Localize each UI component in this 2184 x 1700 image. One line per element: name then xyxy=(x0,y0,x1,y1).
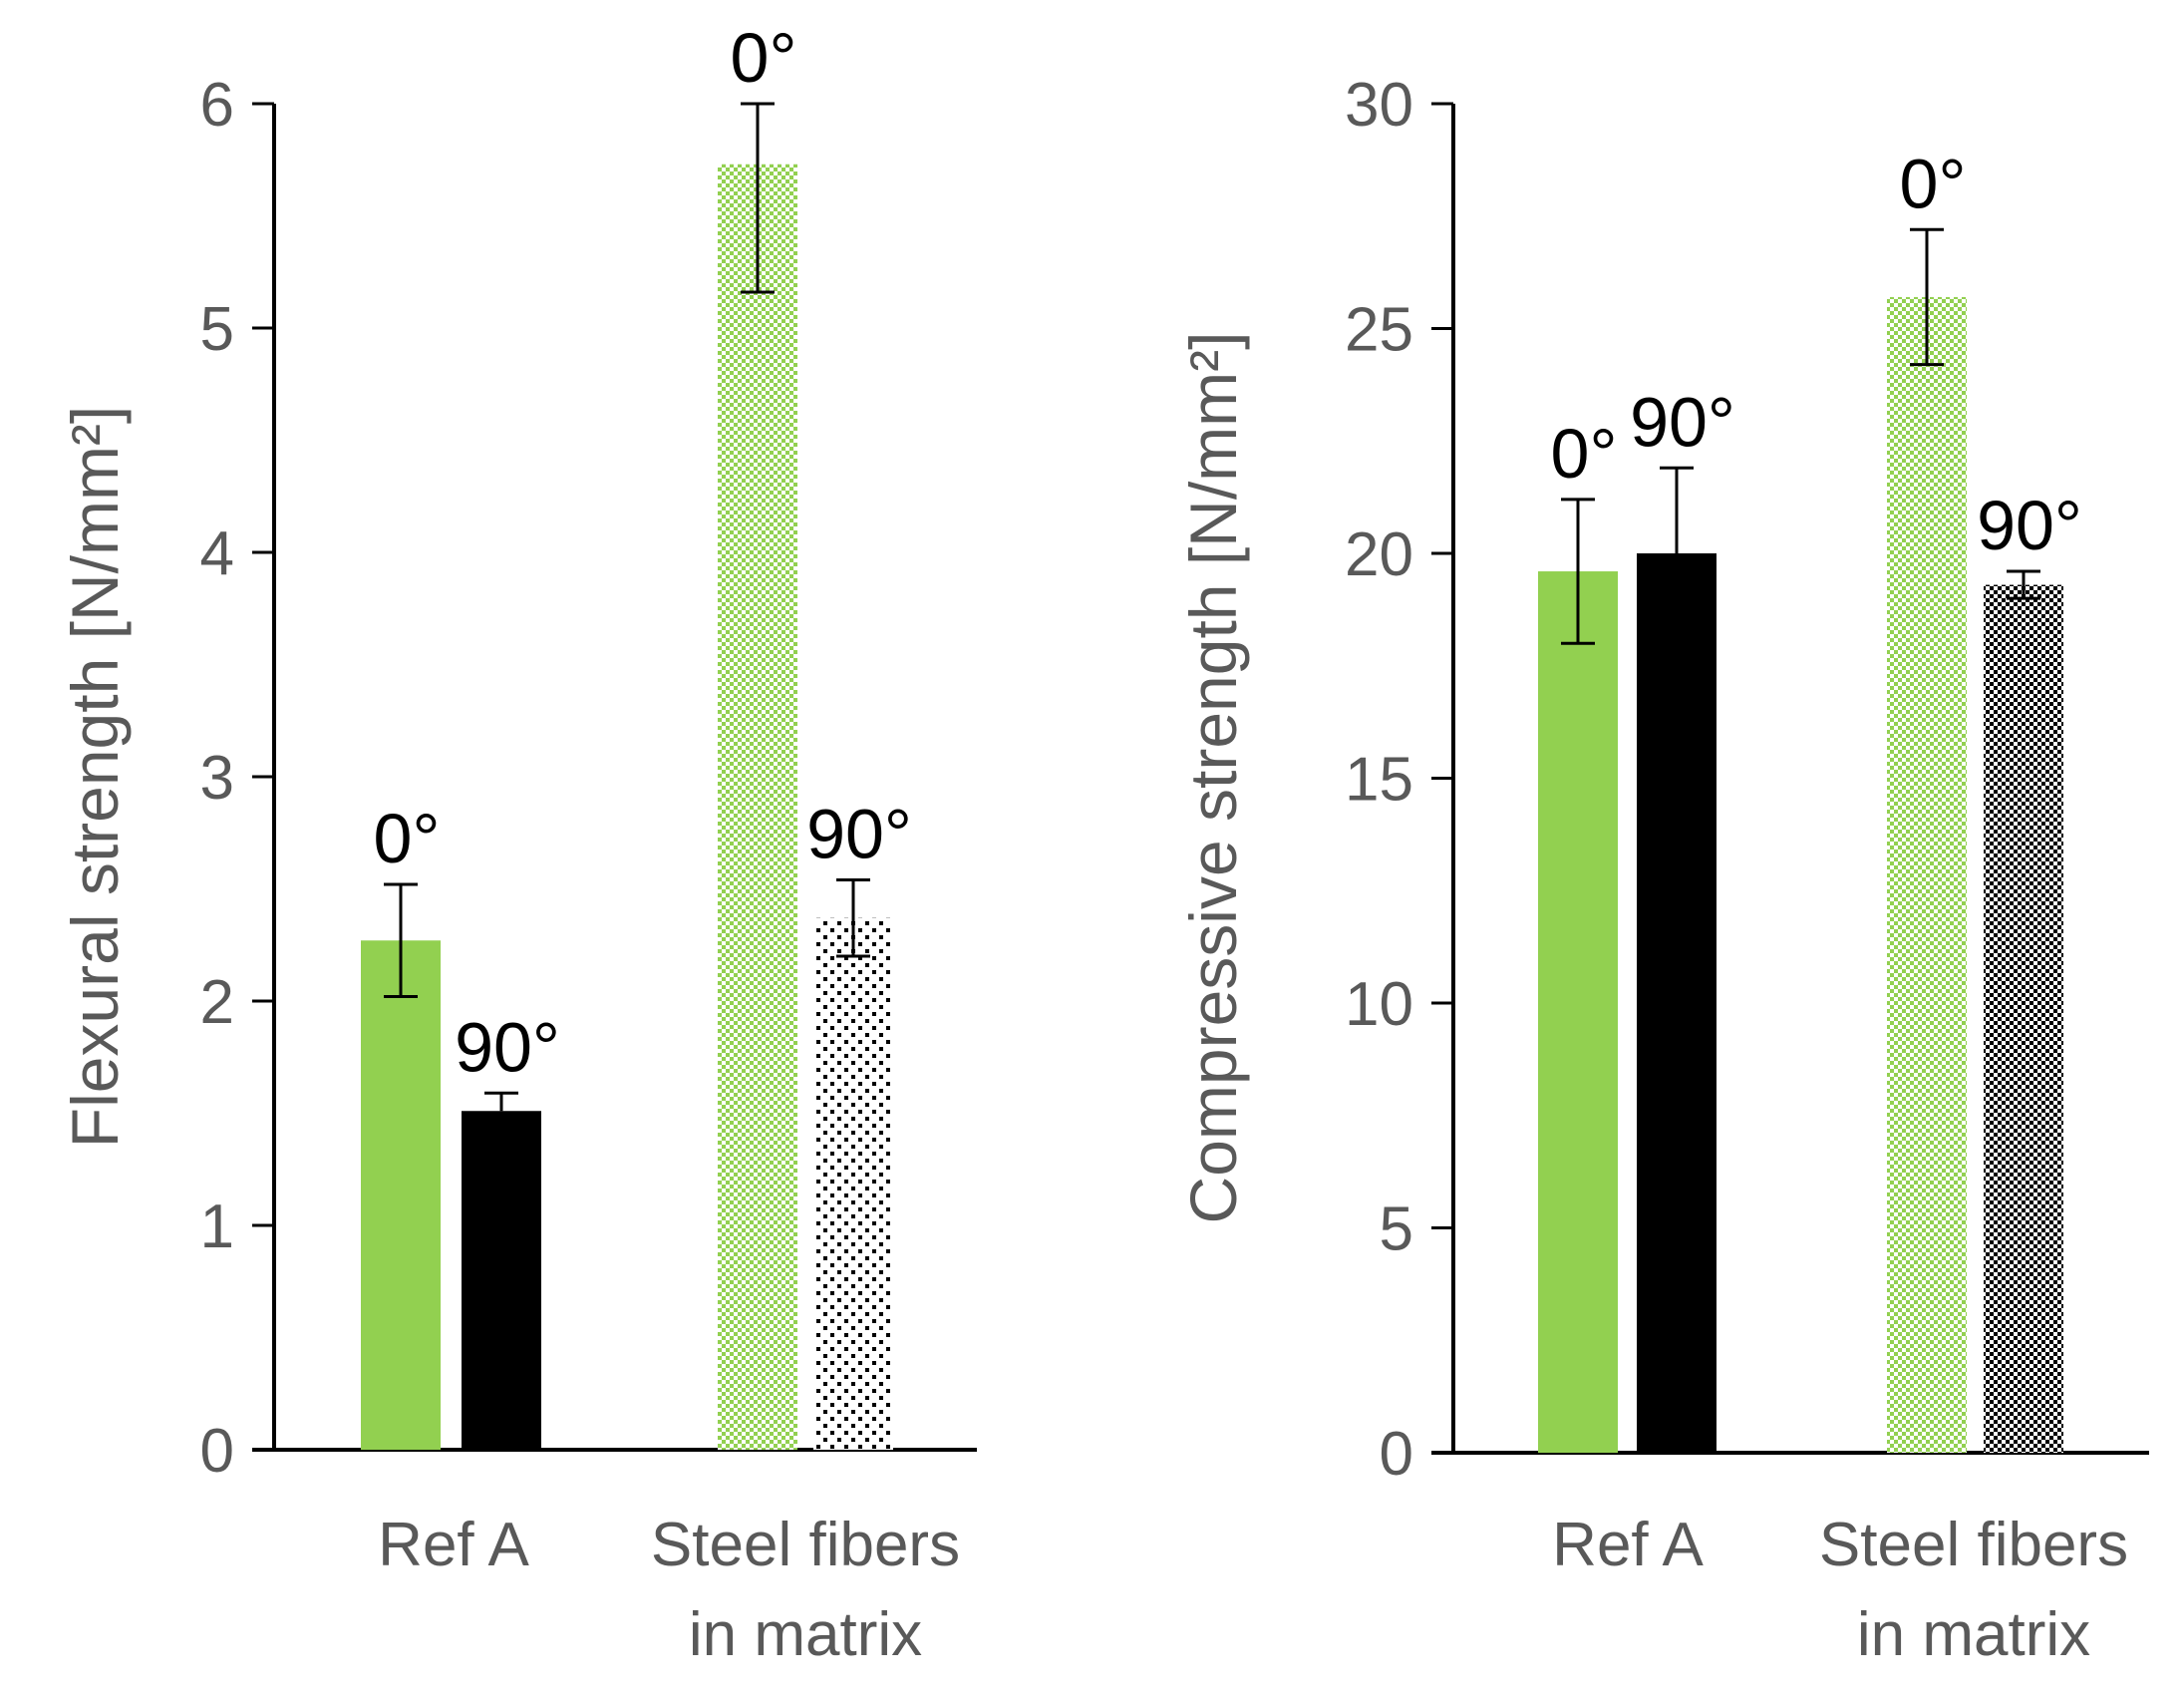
x-category-label: in matrix xyxy=(1857,1600,2090,1669)
x-category-label: Ref A xyxy=(1552,1511,1704,1579)
bar-ref-a-90deg xyxy=(1637,553,1716,1453)
y-tick-label: 25 xyxy=(1345,296,1413,365)
bar-steel-fibers-90deg xyxy=(1984,584,2063,1453)
y-tick-label: 3 xyxy=(200,744,234,813)
y-tick-label: 10 xyxy=(1345,970,1413,1039)
bar-steel-fibers-0deg xyxy=(1887,296,1967,1454)
y-tick-label: 0 xyxy=(200,1417,234,1486)
bar-data-label: 90° xyxy=(455,1008,560,1086)
y-tick-label: 4 xyxy=(200,519,234,588)
x-category-label: in matrix xyxy=(689,1600,922,1669)
y-tick-label: 15 xyxy=(1345,746,1413,815)
bar-data-label: 0° xyxy=(374,800,441,877)
bar-data-label: 0° xyxy=(1900,145,1967,222)
y-tick-label: 1 xyxy=(200,1192,234,1261)
y-tick-label: 30 xyxy=(1345,71,1413,140)
bar-data-label: 90° xyxy=(806,796,912,873)
bar-steel-fibers-0deg xyxy=(718,164,797,1450)
bar-data-label: 0° xyxy=(1551,415,1618,493)
bar-ref-a-0deg xyxy=(361,940,441,1450)
y-axis-title: Compressive strength [N/mm²] xyxy=(1176,332,1250,1224)
bar-data-label: 90° xyxy=(1630,383,1735,461)
x-category-label: Ref A xyxy=(378,1511,529,1579)
bar-steel-fibers-90deg xyxy=(813,917,893,1450)
y-tick-label: 2 xyxy=(200,968,234,1037)
y-axis-title: Flexural strength [N/mm²] xyxy=(58,406,132,1149)
y-tick-label: 5 xyxy=(1380,1195,1413,1264)
y-tick-label: 6 xyxy=(200,71,234,140)
y-tick-label: 0 xyxy=(1380,1420,1413,1489)
bar-data-label: 0° xyxy=(731,19,797,97)
x-category-label: Steel fibers xyxy=(651,1511,960,1579)
compressive-strength-chart: 0 5 10 15 20 25 30 Compressive strength [N/mm²]… xyxy=(1176,71,2149,1669)
bar-ref-a-0deg xyxy=(1538,571,1618,1453)
bar-ref-a-90deg xyxy=(462,1111,541,1450)
y-tick-label: 5 xyxy=(200,295,234,364)
bar-data-label: 90° xyxy=(1977,487,2082,564)
y-tick-label: 20 xyxy=(1345,520,1413,589)
x-category-label: Steel fibers xyxy=(1819,1511,2128,1579)
flexural-strength-chart: 0 1 2 3 4 5 6 Flexural strength [N/mm²] Ref A Ste… xyxy=(58,19,977,1669)
